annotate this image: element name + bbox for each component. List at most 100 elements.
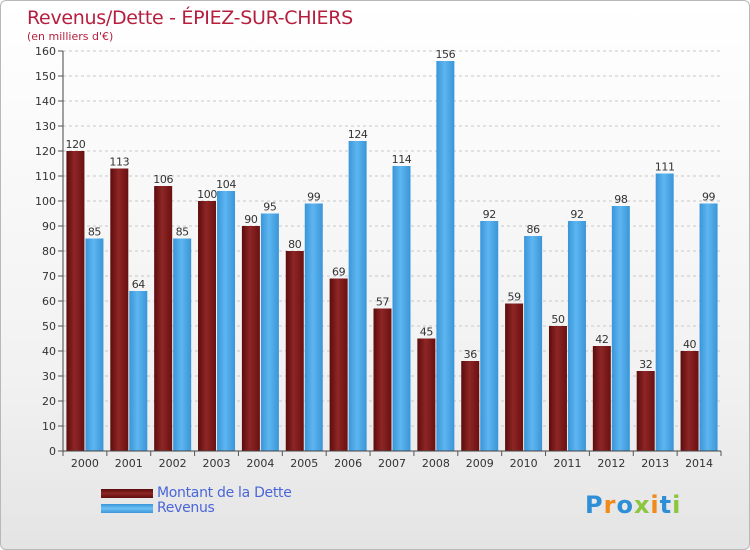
bar-revenue: [304, 203, 323, 451]
data-label-revenue: 92: [483, 208, 496, 221]
x-tick-label: 2006: [334, 457, 362, 470]
bar-revenue: [524, 236, 543, 451]
data-label-revenue: 64: [132, 278, 146, 291]
y-tick-label: 130: [35, 120, 56, 133]
proxiti-logo: Proxiti: [585, 491, 681, 519]
y-tick-label: 0: [49, 445, 56, 458]
data-label-revenue: 95: [263, 201, 277, 214]
data-label-revenue: 99: [307, 191, 321, 204]
x-tick-label: 2007: [378, 457, 406, 470]
y-tick-label: 140: [35, 95, 56, 108]
bar-debt: [417, 338, 436, 451]
chart-subtitle: (en milliers d'€): [27, 30, 114, 43]
data-label-debt: 69: [332, 266, 346, 279]
data-label-revenue: 156: [435, 48, 455, 61]
y-tick-label: 20: [42, 395, 56, 408]
x-tick-label: 2002: [159, 457, 187, 470]
data-label-debt: 59: [507, 291, 521, 304]
bar-debt: [505, 303, 524, 451]
bar-revenue: [699, 203, 718, 451]
logo-letter: r: [603, 491, 617, 519]
x-tick-label: 2009: [466, 457, 494, 470]
data-label-debt: 36: [464, 348, 478, 361]
y-tick-label: 150: [35, 70, 56, 83]
data-label-revenue: 98: [614, 193, 628, 206]
bar-debt: [592, 346, 611, 451]
x-tick-label: 2013: [641, 457, 669, 470]
y-tick-label: 50: [42, 320, 56, 333]
bar-revenue: [217, 191, 236, 451]
data-label-debt: 106: [153, 173, 173, 186]
y-tick-label: 90: [42, 220, 56, 233]
y-tick-label: 80: [42, 245, 56, 258]
logo-letter: i: [650, 491, 660, 519]
data-label-revenue: 104: [216, 178, 236, 191]
bar-debt: [110, 168, 129, 451]
bar-revenue: [392, 166, 411, 451]
data-label-revenue: 99: [702, 191, 716, 204]
legend-swatch-revenue: [101, 504, 153, 513]
chart-title: Revenus/Dette - ÉPIEZ-SUR-CHIERS: [27, 7, 353, 29]
data-label-revenue: 124: [348, 128, 368, 141]
bar-debt: [285, 251, 304, 451]
bar-revenue: [480, 221, 499, 451]
y-tick-label: 120: [35, 145, 56, 158]
data-label-debt: 120: [66, 138, 86, 151]
logo-letter: P: [585, 491, 604, 519]
x-tick-label: 2003: [203, 457, 231, 470]
x-tick-label: 2004: [246, 457, 274, 470]
bar-debt: [154, 186, 173, 451]
bar-revenue: [129, 291, 148, 451]
x-tick-label: 2014: [685, 457, 713, 470]
y-tick-label: 110: [35, 170, 56, 183]
legend-label-revenue: Revenus: [157, 500, 215, 516]
data-label-revenue: 111: [655, 161, 675, 174]
data-label-debt: 80: [288, 238, 302, 251]
data-label-debt: 57: [376, 296, 390, 309]
bar-debt: [329, 278, 348, 451]
data-label-revenue: 85: [176, 226, 190, 239]
data-label-debt: 42: [595, 333, 608, 346]
bar-revenue: [348, 141, 367, 451]
x-tick-label: 2010: [510, 457, 538, 470]
legend-swatch-debt: [101, 489, 153, 498]
legend-label-debt: Montant de la Dette: [157, 485, 292, 501]
data-label-revenue: 114: [392, 153, 412, 166]
y-tick-label: 100: [35, 195, 56, 208]
data-label-debt: 40: [683, 338, 697, 351]
bar-debt: [636, 371, 655, 451]
x-tick-label: 2012: [597, 457, 625, 470]
bar-debt: [373, 308, 392, 451]
bar-debt: [66, 151, 85, 451]
bar-debt: [680, 351, 699, 451]
bar-revenue: [85, 238, 104, 451]
y-tick-label: 70: [42, 270, 56, 283]
y-tick-label: 160: [35, 45, 56, 58]
y-tick-label: 40: [42, 345, 56, 358]
axes: 0 10 20 30 40 50 60 70 80 90 100 110 120 130 140 150 160…: [35, 45, 722, 470]
x-tick-label: 2001: [115, 457, 143, 470]
y-tick-label: 10: [42, 420, 56, 433]
bar-debt: [548, 326, 567, 451]
data-label-debt: 32: [639, 358, 652, 371]
data-label-debt: 45: [420, 326, 434, 339]
x-tick-label: 2000: [71, 457, 99, 470]
bar-debt: [241, 226, 260, 451]
logo-letter: t: [659, 491, 673, 519]
bars: [66, 61, 718, 451]
bar-revenue: [655, 173, 674, 451]
x-tick-label: 2008: [422, 457, 450, 470]
data-label-debt: 113: [109, 156, 129, 169]
logo-letter: o: [616, 491, 634, 519]
x-tick-label: 2005: [290, 457, 318, 470]
data-label-revenue: 86: [526, 223, 540, 236]
data-label-debt: 90: [244, 213, 258, 226]
data-label-debt: 50: [551, 313, 565, 326]
data-label-revenue: 85: [88, 226, 102, 239]
data-label-debt: 100: [197, 188, 217, 201]
y-tick-label: 30: [42, 370, 56, 383]
bar-revenue: [567, 221, 586, 451]
data-label-revenue: 92: [570, 208, 583, 221]
